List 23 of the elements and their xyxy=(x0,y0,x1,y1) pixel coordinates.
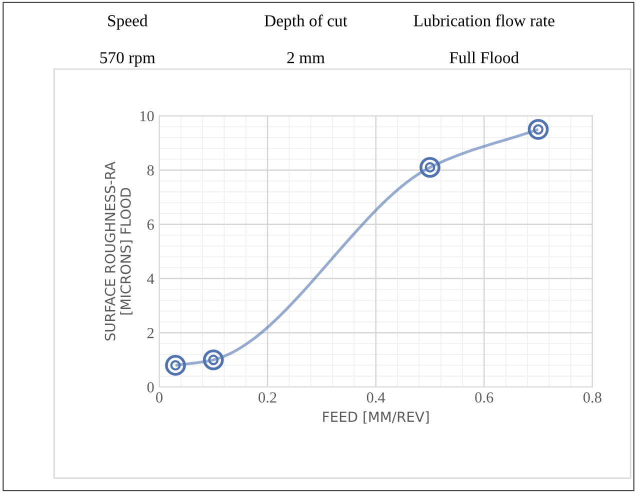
y-tick-label: 0 xyxy=(147,382,154,392)
text: Speed xyxy=(108,14,148,30)
y-tick-label: 6 xyxy=(147,220,154,230)
point xyxy=(528,118,549,140)
text: 570 rpm xyxy=(100,52,156,67)
x-tick-label: 0.6 xyxy=(475,392,494,403)
y-tick-label: 2 xyxy=(147,328,154,338)
x-tick-label: 0.8 xyxy=(583,392,602,403)
x-tick-label: 0 xyxy=(156,392,162,403)
x-tick-label: 0.2 xyxy=(258,392,276,403)
text: Full Flood xyxy=(450,52,519,64)
point xyxy=(202,349,224,370)
y-tick-label: 8 xyxy=(147,165,154,176)
text: Lubrication flow rate xyxy=(414,14,554,26)
text: 2 mm xyxy=(287,52,325,64)
text: Depth of cut xyxy=(264,14,348,30)
x-tick-label: 0.4 xyxy=(366,392,386,403)
point xyxy=(165,354,186,376)
y-axis-title: SURFACE ROUGHNESS-RA [MICRONS] FLOOD xyxy=(104,162,132,340)
x-axis-title: FEED [MM/REV] xyxy=(323,411,429,424)
y-tick-label: 10 xyxy=(140,110,154,122)
y-tick-label: 4 xyxy=(147,274,154,284)
point xyxy=(420,156,440,178)
